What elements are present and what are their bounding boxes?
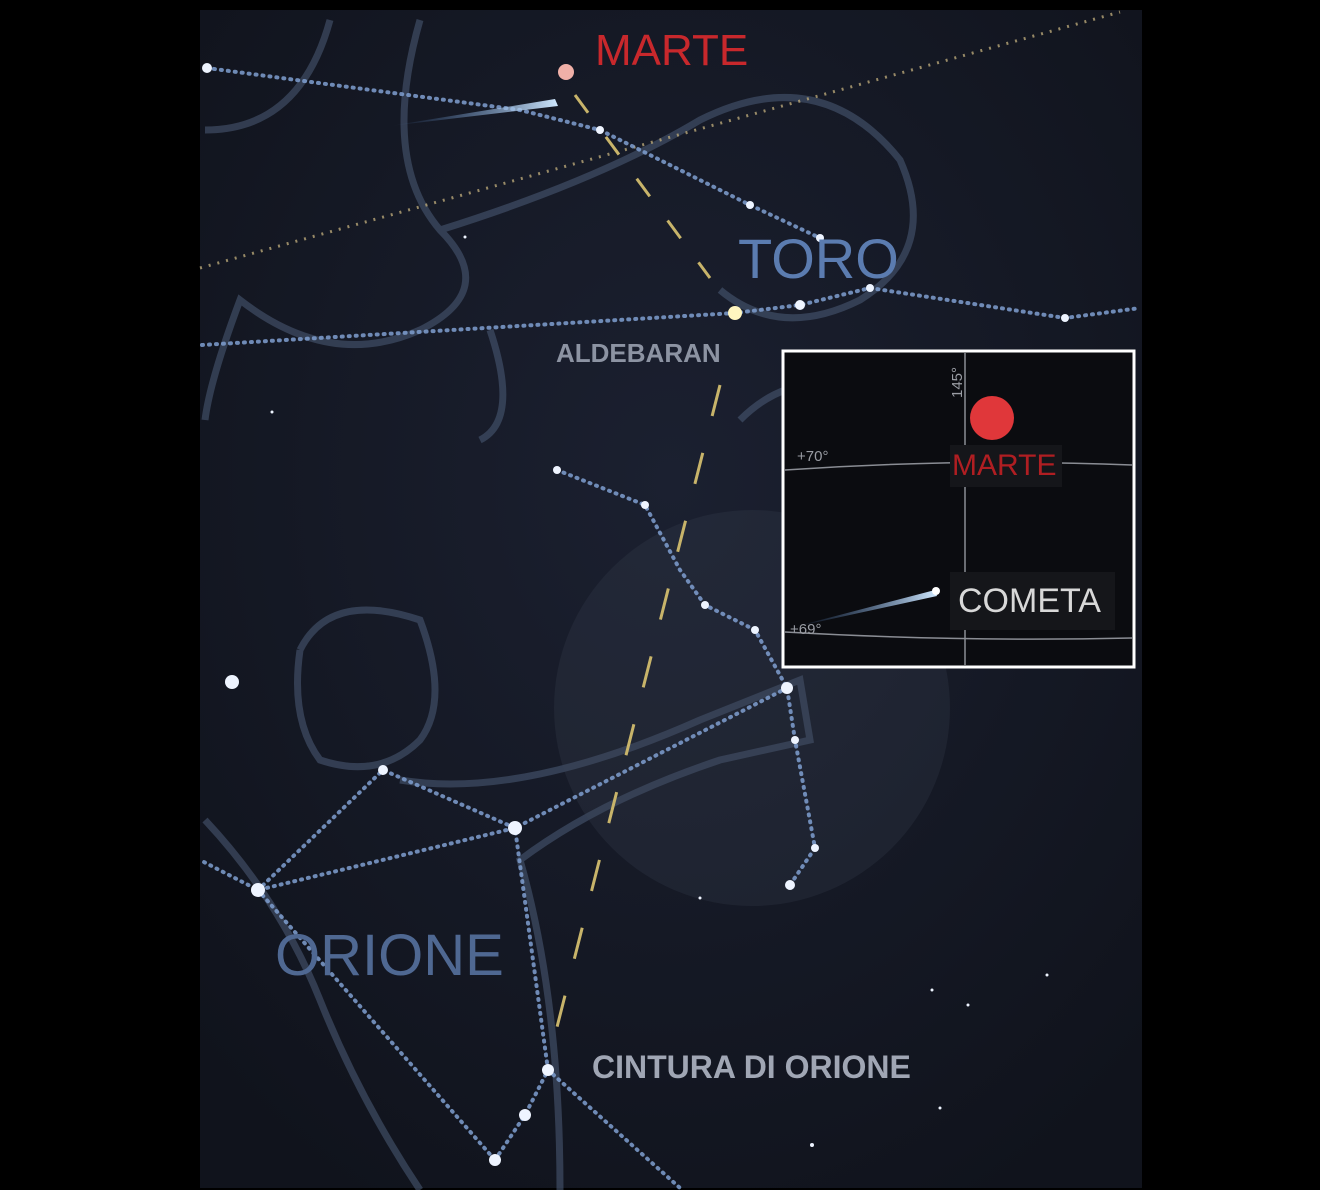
sky-view: MARTE TORO ALDEBARAN ORIONE CINTURA DI O…	[0, 0, 1320, 1190]
inset: 145° +70° +69° MARTE COMETA	[783, 351, 1134, 667]
dec-label: +69°	[790, 621, 821, 638]
mars-dot	[558, 64, 574, 80]
page: MARTE TORO ALDEBARAN ORIONE CINTURA DI O…	[0, 0, 1320, 1190]
ra-label: 145°	[949, 367, 966, 398]
taurus-label: TORO	[738, 227, 899, 290]
comet-label: COMETA	[958, 582, 1101, 620]
aldebaran-label: ALDEBARAN	[556, 338, 721, 368]
dec-label: +70°	[797, 448, 828, 465]
orion-belt-label: CINTURA DI ORIONE	[592, 1049, 911, 1085]
mars-label: MARTE	[595, 26, 748, 75]
mars-label: MARTE	[952, 449, 1056, 482]
orion-label: ORIONE	[275, 923, 504, 988]
